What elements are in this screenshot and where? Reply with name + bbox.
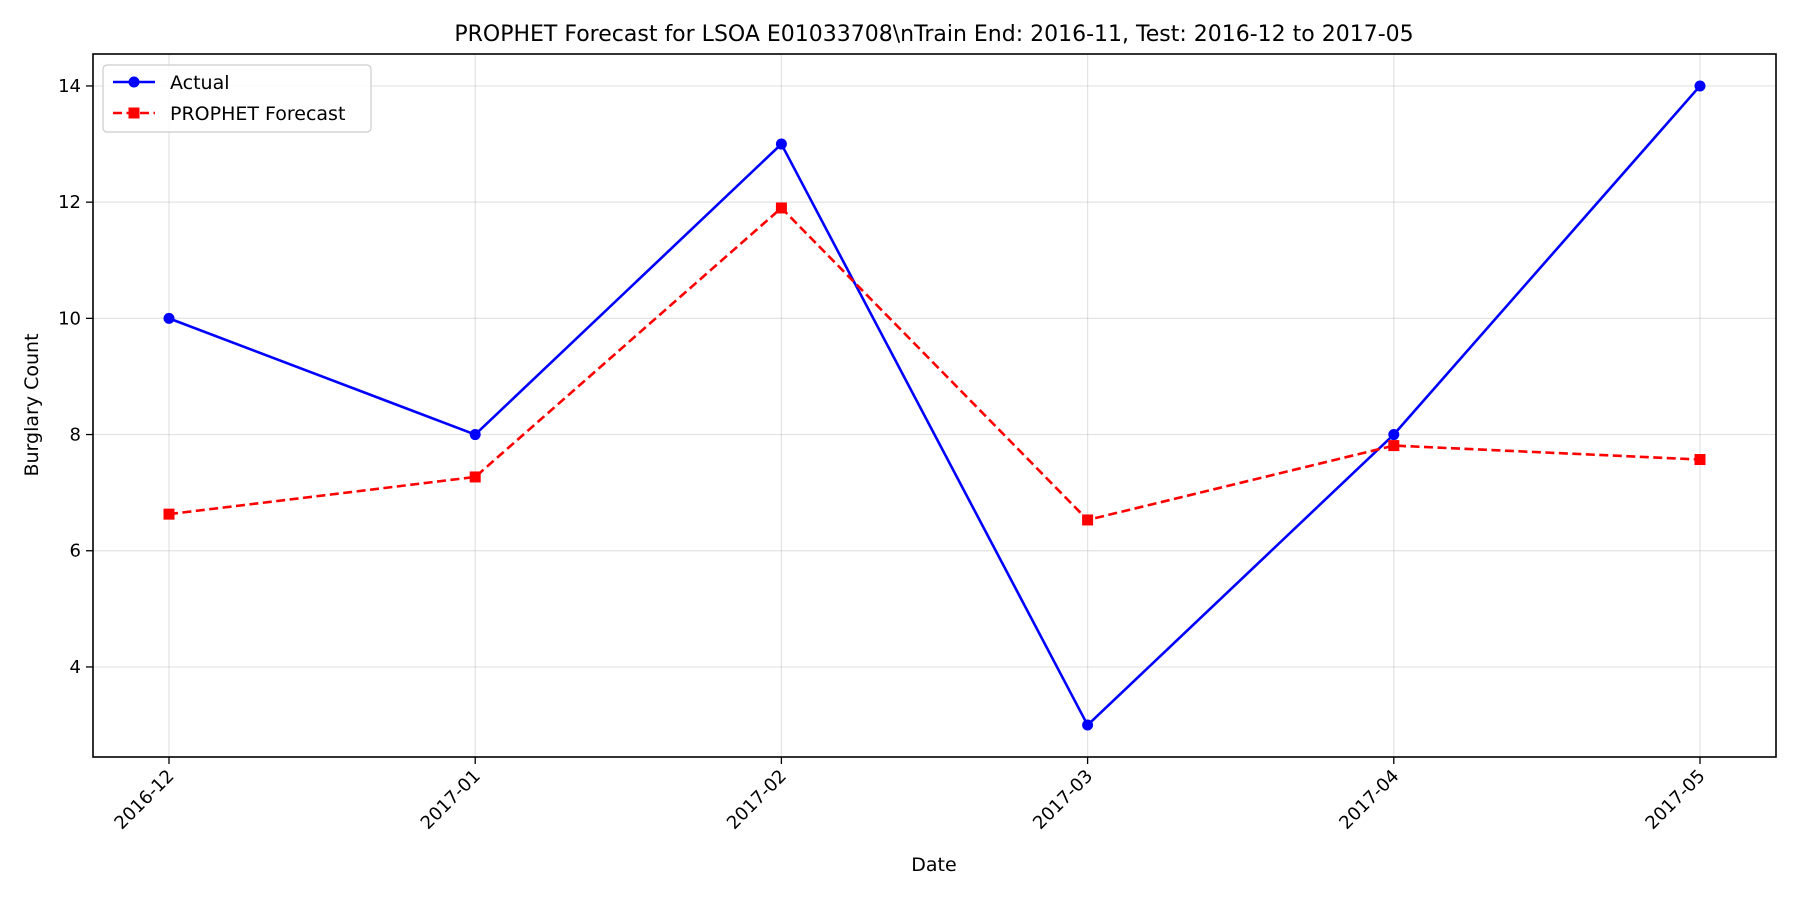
legend-box <box>102 64 372 133</box>
data-point-actual <box>163 312 175 324</box>
y-tick-label: 4 <box>70 657 81 678</box>
plot-frame <box>92 53 1777 758</box>
data-point-prophet-forecast <box>469 471 481 483</box>
chart-title: PROPHET Forecast for LSOA E01033708\nTra… <box>454 22 1413 47</box>
data-point-actual <box>1082 719 1094 731</box>
data-point-actual <box>1694 80 1706 92</box>
data-point-actual <box>1388 429 1400 441</box>
y-tick-label: 6 <box>70 541 81 562</box>
series-prophet-forecast <box>163 202 1706 526</box>
series-line-prophet-forecast <box>168 206 1701 522</box>
legend-label: PROPHET Forecast <box>170 103 345 125</box>
data-point-actual <box>775 138 787 150</box>
data-point-prophet-forecast <box>775 202 787 214</box>
series-line-actual <box>168 85 1701 727</box>
data-point-actual <box>469 429 481 441</box>
series-layer <box>163 80 1706 731</box>
series-actual <box>163 80 1706 731</box>
y-axis-label: Burglary Count <box>21 333 43 476</box>
y-tick-label: 14 <box>58 76 81 97</box>
data-point-prophet-forecast <box>163 508 175 520</box>
data-point-prophet-forecast <box>1388 440 1400 452</box>
legend-item-actual: Actual <box>113 72 230 94</box>
y-tick-label: 12 <box>58 192 81 213</box>
legend-marker <box>128 107 140 119</box>
x-axis-label: Date <box>911 854 956 876</box>
y-tick-label: 10 <box>58 308 81 329</box>
legend-marker <box>128 76 140 88</box>
legend-item-prophet-forecast: PROPHET Forecast <box>113 103 345 125</box>
y-tick-label: 8 <box>70 425 81 446</box>
legend: Actual PROPHET Forecast <box>102 64 372 133</box>
data-point-prophet-forecast <box>1694 454 1706 466</box>
legend-label: Actual <box>170 72 230 94</box>
data-point-prophet-forecast <box>1082 514 1094 526</box>
